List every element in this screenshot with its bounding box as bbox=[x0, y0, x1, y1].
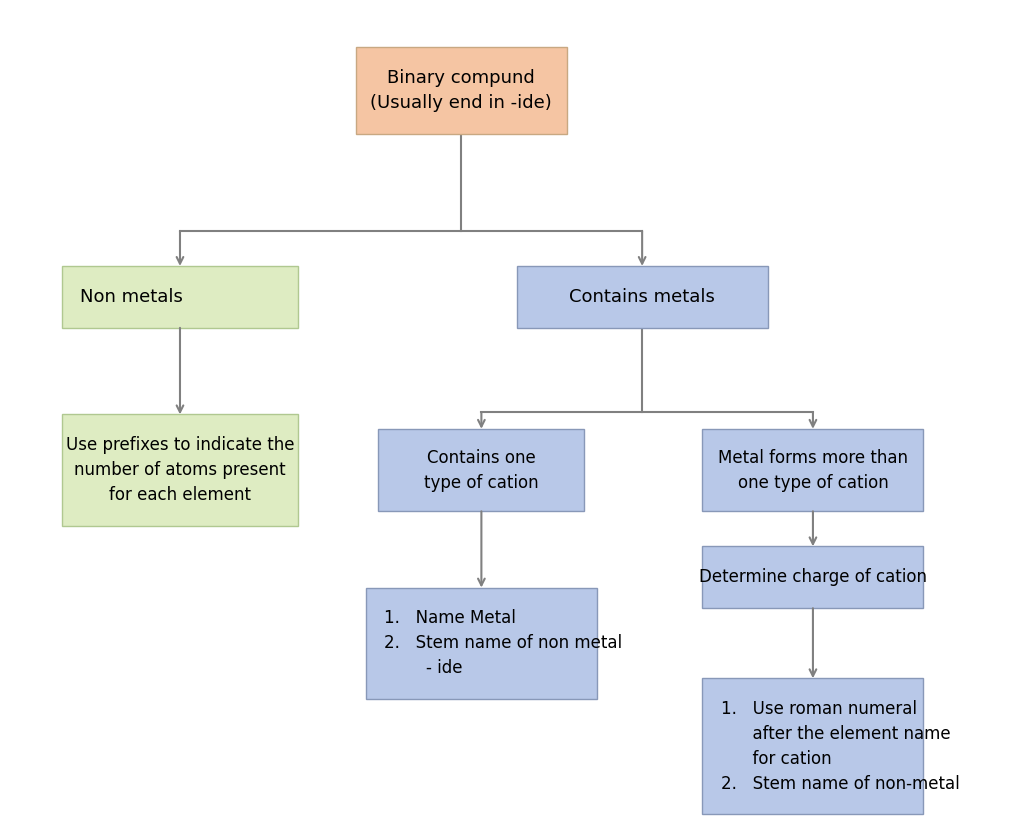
FancyBboxPatch shape bbox=[379, 429, 585, 511]
FancyBboxPatch shape bbox=[61, 266, 298, 328]
FancyBboxPatch shape bbox=[366, 587, 597, 699]
Text: Contains metals: Contains metals bbox=[569, 288, 715, 306]
FancyBboxPatch shape bbox=[702, 678, 924, 815]
Text: Use prefixes to indicate the
number of atoms present
for each element: Use prefixes to indicate the number of a… bbox=[66, 436, 294, 504]
FancyBboxPatch shape bbox=[702, 546, 924, 608]
Text: Metal forms more than
one type of cation: Metal forms more than one type of cation bbox=[718, 449, 908, 491]
Text: Non metals: Non metals bbox=[80, 288, 183, 306]
FancyBboxPatch shape bbox=[355, 47, 567, 134]
Text: Binary compund
(Usually end in -ide): Binary compund (Usually end in -ide) bbox=[371, 69, 552, 112]
Text: Determine charge of cation: Determine charge of cation bbox=[699, 568, 927, 586]
FancyBboxPatch shape bbox=[516, 266, 768, 328]
Text: 1.   Use roman numeral
      after the element name
      for cation
2.   Stem n: 1. Use roman numeral after the element n… bbox=[721, 700, 959, 793]
FancyBboxPatch shape bbox=[61, 415, 298, 526]
Text: Contains one
type of cation: Contains one type of cation bbox=[424, 449, 539, 491]
Text: 1.   Name Metal
2.   Stem name of non metal
        - ide: 1. Name Metal 2. Stem name of non metal … bbox=[384, 609, 622, 677]
FancyBboxPatch shape bbox=[702, 429, 924, 511]
